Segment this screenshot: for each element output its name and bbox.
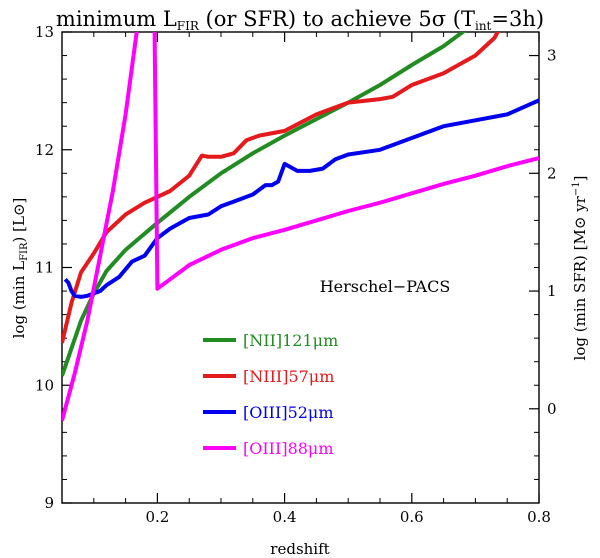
- y-tick-label-left: 10: [35, 376, 54, 394]
- y-axis-label-left: log (min LFIR) [L⊙]: [10, 198, 30, 339]
- y-tick-label-right: 0: [547, 400, 557, 418]
- x-tick-label: 0.8: [527, 508, 551, 526]
- series-line-2: [63, 98, 539, 299]
- series-group: [62, 32, 539, 422]
- y-tick-label-right: 3: [547, 47, 557, 65]
- chart-title: minimum LFIR (or SFR) to achieve 5σ (Tin…: [56, 7, 544, 33]
- x-tick-label: 0.2: [145, 508, 169, 526]
- legend-label-1: [NIII]57μm: [243, 367, 334, 386]
- legend-label-2: [OIII]52μm: [243, 403, 334, 422]
- axis-ticks: [61, 31, 540, 504]
- y-tick-label-left: 9: [44, 494, 54, 512]
- legend: [NII]121μm [NIII]57μm [OIII]52μm [OIII]88μm: [203, 331, 338, 458]
- series-line-1: [62, 32, 500, 344]
- y-tick-label-left: 12: [35, 141, 54, 159]
- x-tick-label: 0.6: [400, 508, 424, 526]
- legend-label-0: [NII]121μm: [243, 331, 338, 350]
- plot-frame: [61, 31, 540, 504]
- y-axis-label-right: log (min SFR) [M⊙ yr−1]: [571, 176, 589, 361]
- x-axis-label: redshift: [270, 540, 329, 558]
- y-tick-label-right: 2: [547, 164, 557, 182]
- legend-label-3: [OIII]88μm: [243, 439, 334, 458]
- y-tick-label-right: 1: [547, 282, 557, 300]
- y-tick-label-left: 11: [35, 259, 54, 277]
- x-tick-label: 0.4: [273, 508, 297, 526]
- series-line-3: [62, 32, 539, 422]
- y-tick-label-left: 13: [35, 23, 54, 41]
- annotation-herschel-pacs: Herschel−PACS: [320, 277, 451, 296]
- series-line-0: [62, 32, 467, 377]
